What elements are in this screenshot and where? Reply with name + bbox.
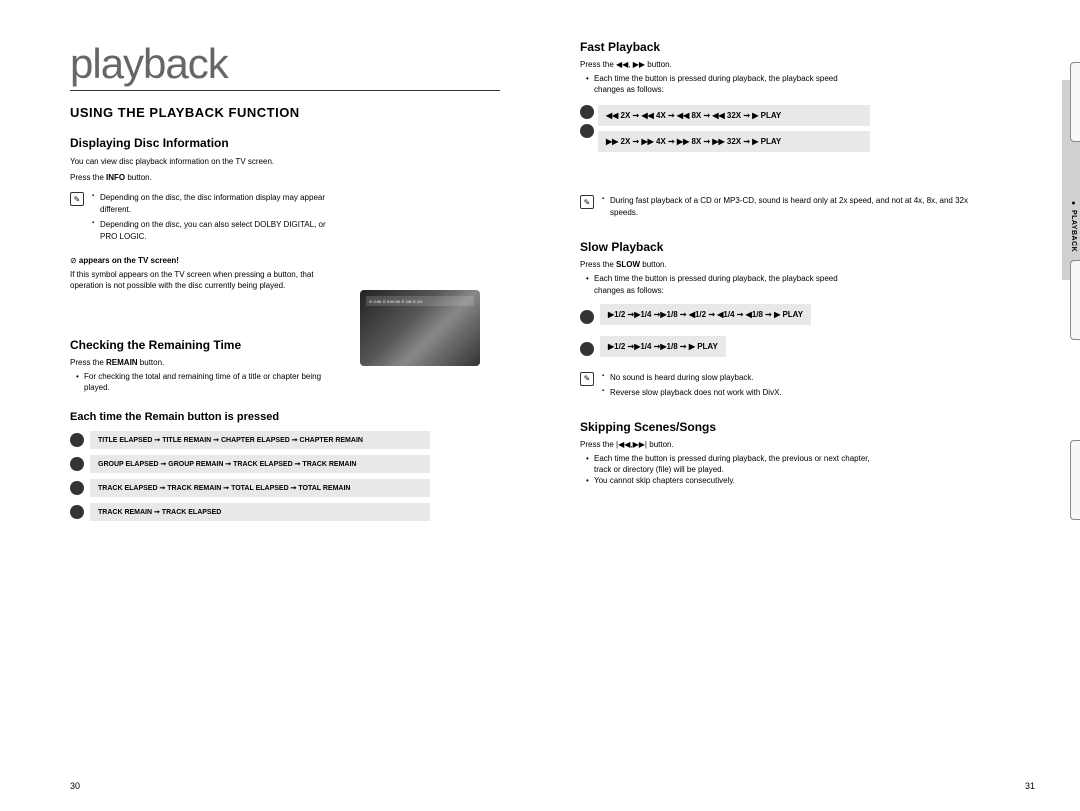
instruction: Press the REMAIN button. (70, 358, 340, 367)
note-icon: ✎ (580, 195, 594, 209)
page-number: 30 (70, 781, 80, 791)
subsection-title: Fast Playback (580, 40, 660, 54)
remote-diagram (1070, 260, 1080, 340)
row-label: Each time the Remain button is pressed (70, 411, 500, 423)
sequence-box: GROUP ELAPSED ➞ GROUP REMAIN ➞ TRACK ELA… (90, 455, 430, 473)
page-spread: playback USING THE PLAYBACK FUNCTION Dis… (0, 0, 1080, 811)
subsection-title: Checking the Remaining Time (70, 338, 241, 352)
disc-icon (70, 505, 84, 519)
left-page: playback USING THE PLAYBACK FUNCTION Dis… (0, 0, 540, 811)
note-icon: ✎ (70, 192, 84, 206)
body-text: You can view disc playback information o… (70, 156, 340, 167)
sequence-row: TITLE ELAPSED ➞ TITLE REMAIN ➞ CHAPTER E… (70, 431, 500, 449)
speed-sequence: ▶1/2 ➞▶1/4 ➞▶1/8 ➞ ▶ PLAY (600, 336, 726, 357)
bullet-list: Each time the button is pressed during p… (586, 453, 870, 487)
section-tab: ● PLAYBACK (1070, 200, 1077, 252)
right-page: ENG ● PLAYBACK Fast Playback Press the ◀… (540, 0, 1080, 811)
note-item: During fast playback of a CD or MP3-CD, … (602, 195, 980, 219)
remote-diagram (1070, 440, 1080, 520)
speed-sequence: ◀◀ 2X ➞ ◀◀ 4X ➞ ◀◀ 8X ➞ ◀◀ 32X ➞ ▶ PLAY (598, 105, 870, 126)
sequence-box: TITLE ELAPSED ➞ TITLE REMAIN ➞ CHAPTER E… (90, 431, 430, 449)
page-title: playback (70, 40, 500, 91)
instruction: Press the ◀◀, ▶▶ button. (580, 60, 870, 69)
tv-osd-bar: ⊙ 0:00 ⊙ 0:00:00 ⊙ 1/8 ⊙ 1/1 (366, 296, 474, 306)
note-item: Depending on the disc, you can also sele… (92, 219, 340, 243)
subsection-title: Skipping Scenes/Songs (580, 420, 716, 434)
subsection-title: Displaying Disc Information (70, 136, 229, 150)
note-box: ✎ During fast playback of a CD or MP3-CD… (580, 195, 980, 222)
bullet-item: You cannot skip chapters consecutively. (586, 475, 870, 486)
bullet-item: Each time the button is pressed during p… (586, 273, 870, 295)
section-disc-info: Displaying Disc Information You can view… (70, 136, 500, 292)
bullet-list: Each time the button is pressed during p… (586, 73, 870, 95)
section-fast-playback: Fast Playback Press the ◀◀, ▶▶ button. E… (580, 40, 1030, 222)
bullet-list: Each time the button is pressed during p… (586, 273, 870, 295)
page-number: 31 (1025, 781, 1035, 791)
sequence-box: TRACK REMAIN ➞ TRACK ELAPSED (90, 503, 430, 521)
section-remaining-time: Checking the Remaining Time Press the RE… (70, 338, 500, 393)
bullet-item: Each time the button is pressed during p… (586, 453, 870, 475)
instruction: Press the SLOW button. (580, 260, 870, 269)
sequence-box: TRACK ELAPSED ➞ TRACK REMAIN ➞ TOTAL ELA… (90, 479, 430, 497)
sequence-row: TRACK ELAPSED ➞ TRACK REMAIN ➞ TOTAL ELA… (70, 479, 500, 497)
sequence-row: TRACK REMAIN ➞ TRACK ELAPSED (70, 503, 500, 521)
remote-diagram (1070, 62, 1080, 142)
disc-icon (580, 105, 594, 119)
disc-icon (580, 310, 594, 324)
symbol-text: If this symbol appears on the TV screen … (70, 269, 340, 291)
note-box: ✎ Depending on the disc, the disc inform… (70, 192, 340, 246)
section-heading: USING THE PLAYBACK FUNCTION (70, 105, 500, 120)
speed-sequence: ▶1/2 ➞▶1/4 ➞▶1/8 ➞ ◀1/2 ➞ ◀1/4 ➞ ◀1/8 ➞ … (600, 304, 811, 325)
note-icon: ✎ (580, 372, 594, 386)
note-item: No sound is heard during slow playback. (602, 372, 980, 384)
sequence-row: ▶1/2 ➞▶1/4 ➞▶1/8 ➞ ◀1/2 ➞ ◀1/4 ➞ ◀1/8 ➞ … (580, 304, 870, 330)
bullet-item: For checking the total and remaining tim… (76, 371, 340, 393)
section-slow-playback: Slow Playback Press the SLOW button. Eac… (580, 240, 1030, 401)
instruction: Press the |◀◀,▶▶| button. (580, 440, 870, 449)
sequence-row: ▶1/2 ➞▶1/4 ➞▶1/8 ➞ ▶ PLAY (580, 336, 870, 362)
bullet-list: For checking the total and remaining tim… (76, 371, 340, 393)
disc-icon (70, 433, 84, 447)
bullet-item: Each time the button is pressed during p… (586, 73, 870, 95)
instruction: Press the INFO button. (70, 173, 340, 182)
note-box: ✎ No sound is heard during slow playback… (580, 372, 980, 402)
disc-icon (70, 481, 84, 495)
symbol-heading: ⊘ appears on the TV screen! (70, 256, 340, 265)
disc-icon (580, 124, 594, 138)
subsection-title: Slow Playback (580, 240, 663, 254)
note-item: Depending on the disc, the disc informat… (92, 192, 340, 216)
sequence-row: GROUP ELAPSED ➞ GROUP REMAIN ➞ TRACK ELA… (70, 455, 500, 473)
disc-icon (580, 342, 594, 356)
section-skipping: Skipping Scenes/Songs Press the |◀◀,▶▶| … (580, 420, 1030, 487)
speed-sequence: ▶▶ 2X ➞ ▶▶ 4X ➞ ▶▶ 8X ➞ ▶▶ 32X ➞ ▶ PLAY (598, 131, 870, 152)
note-item: Reverse slow playback does not work with… (602, 387, 980, 399)
disc-icon (70, 457, 84, 471)
